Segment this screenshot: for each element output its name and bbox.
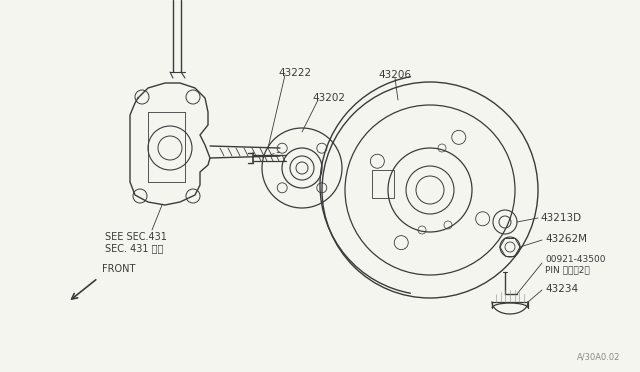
Text: FRONT: FRONT <box>102 264 136 274</box>
Text: 43202: 43202 <box>312 93 345 103</box>
Text: 43262M: 43262M <box>545 234 587 244</box>
Text: 43234: 43234 <box>545 284 578 294</box>
Text: SEE SEC.431: SEE SEC.431 <box>105 232 167 242</box>
Text: 43206: 43206 <box>378 70 411 80</box>
Text: PIN ピン（2）: PIN ピン（2） <box>545 265 589 274</box>
Text: 43213D: 43213D <box>540 213 581 223</box>
Text: A/30A0.02: A/30A0.02 <box>577 353 620 362</box>
Text: 43222: 43222 <box>278 68 311 78</box>
Bar <box>372 170 394 198</box>
Text: SEC. 431 参図: SEC. 431 参図 <box>105 243 163 253</box>
Text: 00921-43500: 00921-43500 <box>545 255 605 264</box>
